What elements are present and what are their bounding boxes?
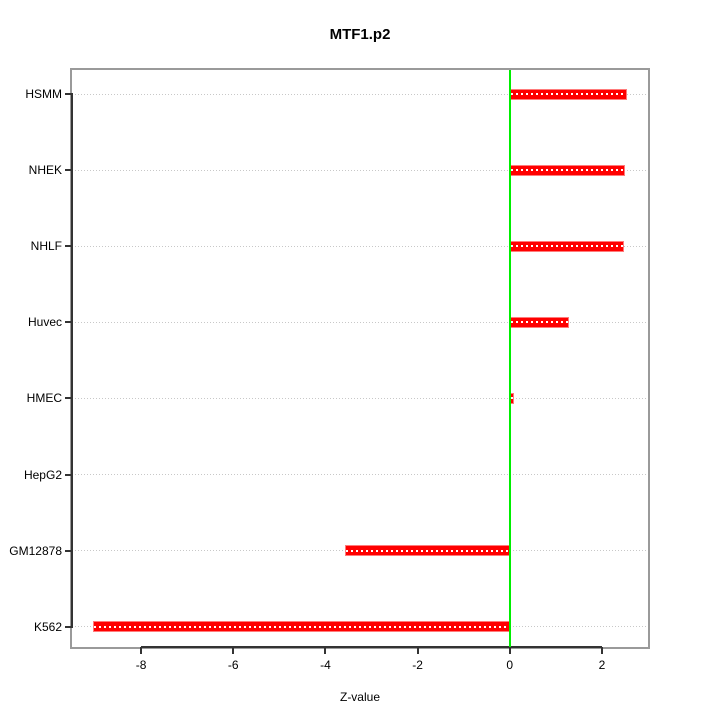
y-axis-label: NHLF	[30, 239, 62, 254]
y-axis-label: Huvec	[27, 315, 62, 330]
bar-centerline	[510, 93, 626, 95]
x-tick-label: -6	[227, 658, 239, 672]
plot-area: HSMM NHEK NHLF Huvec HMEC HepG2 GM12878 K562 -8 -…	[9, 70, 648, 672]
bar	[93, 621, 510, 633]
bar	[345, 545, 510, 557]
y-tick	[65, 397, 72, 400]
bar	[509, 316, 569, 328]
bar-centerline	[346, 549, 509, 552]
bar-centerline	[510, 397, 514, 400]
bar-centerline	[94, 625, 509, 628]
grid-line	[72, 397, 648, 399]
zero-line	[508, 70, 511, 647]
y-axis-label: HepG2	[23, 467, 62, 482]
grid-line	[72, 169, 648, 171]
y-axis-label: K562	[33, 619, 62, 634]
bar	[509, 240, 625, 252]
x-axis-line	[141, 646, 602, 648]
x-tick	[232, 647, 235, 654]
x-tick-label: 0	[506, 658, 514, 672]
x-tick-label: -2	[412, 658, 423, 672]
y-axis-label: HMEC	[26, 391, 62, 406]
x-tick-label: -8	[135, 658, 147, 672]
x-tick-label: -4	[320, 658, 331, 672]
bar	[509, 164, 626, 176]
y-tick	[65, 93, 72, 95]
grid-line	[72, 245, 648, 247]
grid-line	[72, 321, 648, 323]
x-tick-label: 2	[598, 658, 606, 672]
grid-line	[72, 93, 648, 95]
y-axis-label: NHEK	[28, 163, 62, 178]
y-axis-label: HSMM	[25, 87, 62, 101]
bar-centerline	[510, 321, 568, 324]
x-tick	[600, 647, 603, 654]
grid-line	[72, 474, 648, 475]
x-tick	[140, 647, 143, 654]
y-tick	[65, 169, 72, 172]
bar-centerline	[510, 169, 625, 172]
x-tick	[416, 647, 419, 654]
bar-centerline	[510, 245, 624, 248]
y-tick	[65, 321, 72, 324]
y-tick	[65, 245, 72, 248]
chart-title: MTF1.p2	[329, 26, 391, 43]
y-axis-label: GM12878	[9, 543, 62, 558]
y-axis-line	[71, 93, 73, 628]
y-tick	[65, 625, 72, 628]
y-tick	[65, 473, 72, 476]
x-axis-title: Z-value	[339, 690, 380, 704]
x-tick	[324, 647, 327, 654]
x-tick	[508, 647, 511, 654]
bar	[509, 88, 627, 100]
y-tick	[65, 549, 72, 552]
